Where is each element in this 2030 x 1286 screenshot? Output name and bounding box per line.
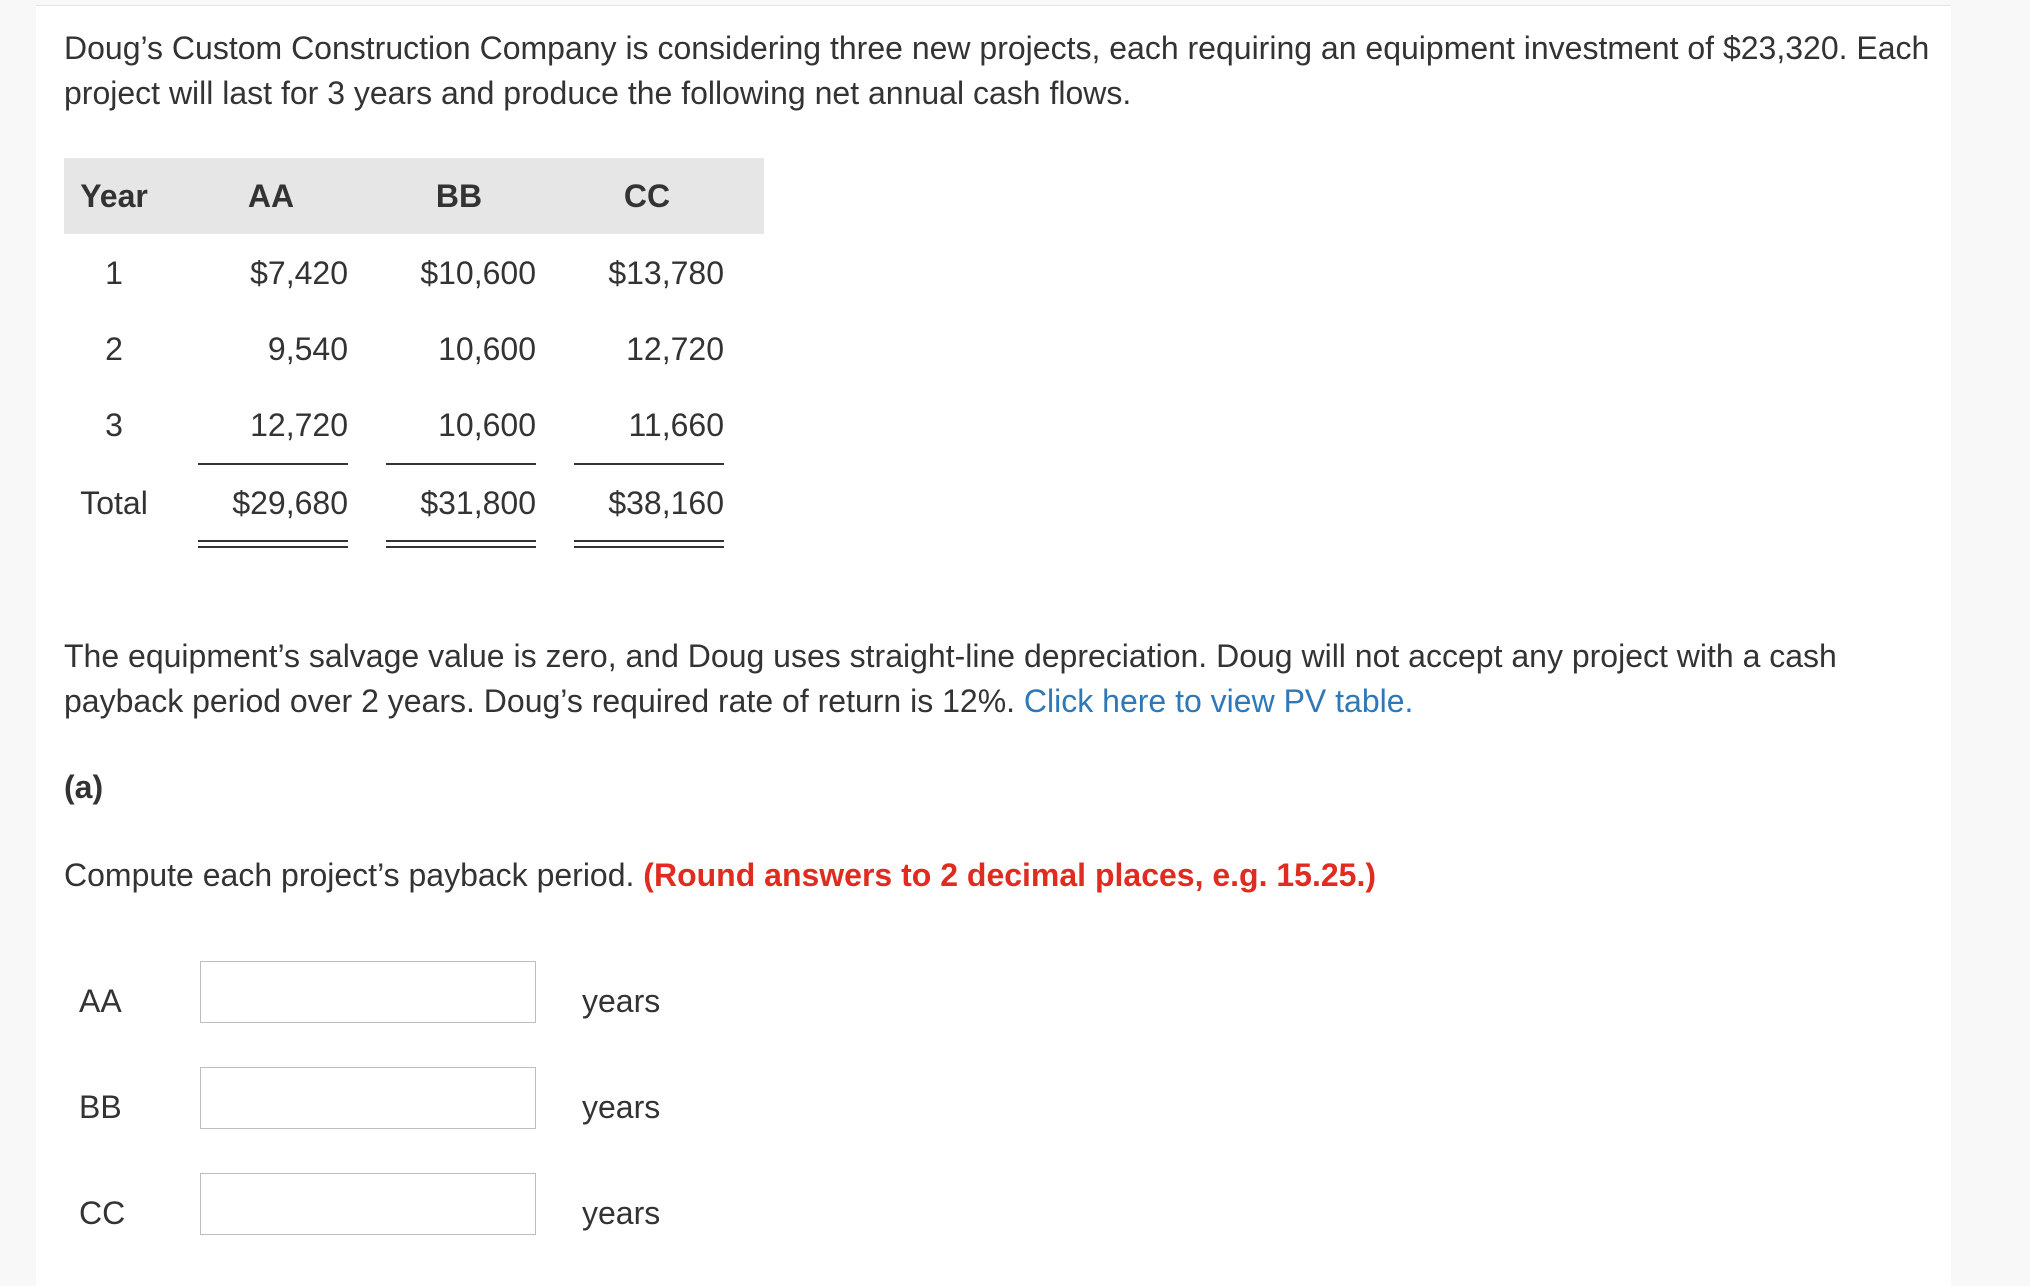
row-2-aa: 9,540 <box>267 331 348 367</box>
answer-unit-aa: years <box>582 983 661 1019</box>
row-1-cc: $13,780 <box>608 255 724 291</box>
table-header <box>64 158 764 234</box>
salvage-sentence: The equipment’s salvage value is zero, a… <box>64 638 1837 719</box>
answer-label-aa: AA <box>79 983 122 1019</box>
total-double-rule-bb <box>386 540 536 548</box>
instruction-main: Compute each project’s payback period. <box>64 857 635 893</box>
header-cc: CC <box>623 178 671 214</box>
intro-text: Doug’s Custom Construction Company is co… <box>64 30 1930 111</box>
header-year: Year <box>80 178 148 214</box>
row-3-bb: 10,600 <box>438 407 536 443</box>
row-1-bb: $10,600 <box>420 255 536 291</box>
pv-table-link[interactable]: Click here to view PV table. <box>1023 683 1414 719</box>
payback-input-aa[interactable] <box>200 961 536 1023</box>
payback-input-bb[interactable] <box>200 1067 536 1129</box>
answer-label-bb: BB <box>79 1089 122 1125</box>
answer-unit-bb: years <box>582 1089 661 1125</box>
rounding-note: (Round answers to 2 decimal places, e.g.… <box>643 857 1376 893</box>
question-card: Doug’s Custom Construction Company is co… <box>36 5 1951 1286</box>
answer-label-cc: CC <box>79 1195 126 1231</box>
row-1-aa: $7,420 <box>250 255 348 291</box>
total-double-rule-aa <box>198 540 348 548</box>
row-2-bb: 10,600 <box>438 331 536 367</box>
subtotal-rule-bb <box>386 463 536 465</box>
row-1-year: 1 <box>105 255 123 291</box>
total-aa: $29,680 <box>232 485 348 521</box>
subtotal-rule-aa <box>198 463 348 465</box>
part-label: (a) <box>64 769 104 805</box>
header-aa: AA <box>247 178 295 214</box>
row-3-cc: 11,660 <box>628 407 725 443</box>
total-bb: $31,800 <box>420 485 536 521</box>
payback-input-cc[interactable] <box>200 1173 536 1235</box>
row-2-cc: 12,720 <box>626 331 724 367</box>
row-3-aa: 12,720 <box>250 407 348 443</box>
salvage-text: The equipment’s salvage value is zero, a… <box>64 634 1944 724</box>
row-2-year: 2 <box>105 331 123 367</box>
instruction-text: Compute each project’s payback period. (… <box>64 857 1376 894</box>
header-bb: BB <box>435 178 483 214</box>
row-3-year: 3 <box>105 407 123 443</box>
question-content: Doug’s Custom Construction Company is co… <box>64 6 1951 1286</box>
total-cc: $38,160 <box>608 485 724 521</box>
subtotal-rule-cc <box>574 463 724 465</box>
answer-unit-cc: years <box>582 1195 661 1231</box>
total-double-rule-cc <box>574 540 724 548</box>
total-label: Total <box>80 485 148 521</box>
